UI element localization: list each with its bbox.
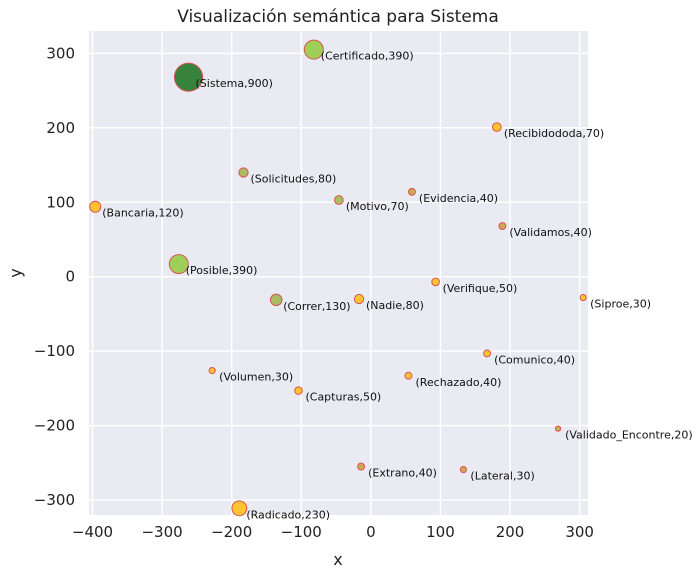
scatter-point bbox=[407, 187, 416, 196]
point-label: (Motivo,70) bbox=[346, 200, 409, 213]
y-tick-label: −100 bbox=[34, 342, 75, 360]
x-tick-label: 100 bbox=[426, 523, 455, 541]
y-tick-label: −300 bbox=[34, 491, 75, 509]
x-tick-label: −100 bbox=[281, 523, 322, 541]
point-label: (Posible,390) bbox=[186, 264, 258, 277]
scatter-point bbox=[294, 386, 303, 395]
scatter-point bbox=[168, 254, 189, 275]
point-label: (Recibidododa,70) bbox=[504, 127, 604, 140]
y-tick-label: 200 bbox=[46, 119, 75, 137]
scatter-point bbox=[459, 466, 467, 474]
y-axis-label: y bbox=[6, 268, 25, 277]
scatter-point bbox=[238, 167, 249, 178]
y-tick-label: 100 bbox=[46, 193, 75, 211]
chart-title: Visualización semántica para Sistema bbox=[177, 7, 499, 27]
point-label: (Evidencia,40) bbox=[419, 192, 498, 205]
x-tick-label: −200 bbox=[211, 523, 252, 541]
point-label: (Comunico,40) bbox=[494, 353, 575, 366]
point-label: (Validamos,40) bbox=[509, 226, 591, 239]
y-tick-label: 0 bbox=[65, 268, 75, 286]
x-tick-label: −300 bbox=[141, 523, 182, 541]
scatter-point bbox=[404, 371, 413, 380]
scatter-point bbox=[303, 39, 324, 60]
point-label: (Nadie,80) bbox=[366, 299, 424, 312]
point-label: (Bancaria,120) bbox=[102, 207, 183, 220]
y-tick-label: 300 bbox=[46, 44, 75, 62]
point-labels: (Sistema,900) (Certificado,390) (Recibidod… bbox=[102, 50, 692, 522]
data-points bbox=[89, 39, 587, 517]
point-label: (Radicado,230) bbox=[246, 508, 330, 521]
scatter-point bbox=[231, 500, 248, 517]
point-label: (Rechazado,40) bbox=[415, 376, 501, 389]
x-tick-label: 200 bbox=[496, 523, 525, 541]
point-label: (Capturas,50) bbox=[305, 391, 381, 404]
y-axis-ticks: −300 −200 −100 0 100 200 300 bbox=[34, 44, 75, 509]
scatter-point bbox=[269, 293, 283, 307]
y-tick-label: −200 bbox=[34, 417, 75, 435]
scatter-point bbox=[491, 122, 502, 132]
x-axis-label: x bbox=[333, 550, 342, 569]
point-label: (Verifique,50) bbox=[443, 282, 518, 295]
x-axis-ticks: −400 −300 −200 −100 0 100 200 300 bbox=[72, 523, 594, 541]
x-tick-label: 0 bbox=[366, 523, 376, 541]
scatter-point bbox=[89, 200, 102, 213]
point-label: (Volumen,30) bbox=[219, 371, 293, 384]
point-label: (Sistema,900) bbox=[196, 77, 273, 90]
point-label: (Certificado,390) bbox=[321, 50, 414, 63]
plot-area bbox=[89, 31, 588, 515]
point-label: (Lateral,30) bbox=[470, 470, 534, 483]
point-label: (Siproe,30) bbox=[590, 298, 651, 311]
point-label: (Extrano,40) bbox=[368, 467, 437, 480]
scatter-point bbox=[554, 425, 562, 432]
scatter-point bbox=[498, 222, 507, 231]
point-label: (Solicitudes,80) bbox=[251, 172, 337, 185]
scatter-point bbox=[357, 462, 366, 471]
point-label: (Validado_Encontre,20) bbox=[565, 429, 693, 442]
x-tick-label: 300 bbox=[565, 523, 594, 541]
scatter-point bbox=[208, 366, 216, 375]
x-tick-label: −400 bbox=[72, 523, 113, 541]
scatter-point bbox=[579, 294, 587, 302]
scatter-point bbox=[483, 349, 492, 358]
scatter-point bbox=[333, 195, 344, 205]
scatter-point bbox=[353, 293, 365, 305]
point-label: (Correr,130) bbox=[283, 300, 350, 313]
scatter-point bbox=[173, 62, 204, 92]
scatter-point bbox=[431, 277, 440, 287]
